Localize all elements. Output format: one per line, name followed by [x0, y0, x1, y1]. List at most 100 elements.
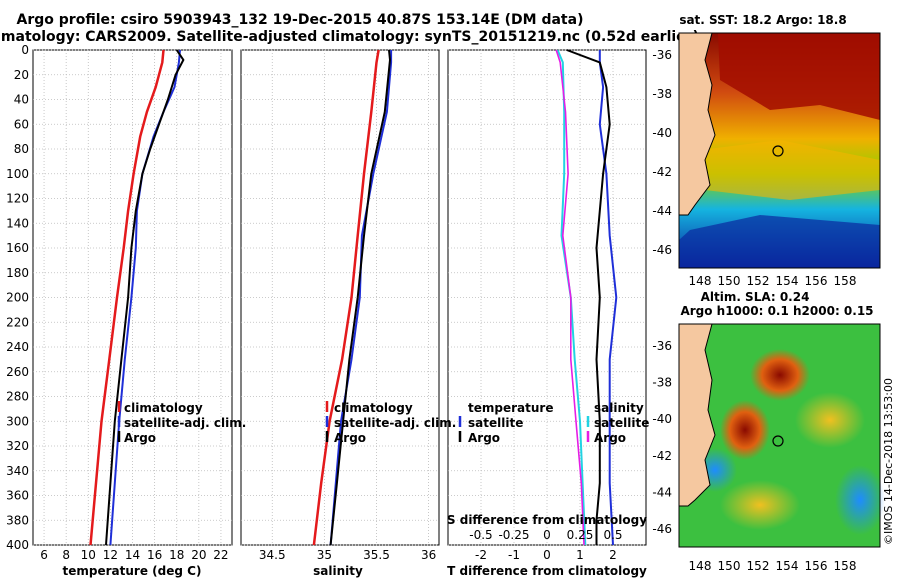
map-lat-tick: -36 — [652, 48, 672, 62]
depth-tick-label: 340 — [6, 464, 29, 478]
depth-tick-label: 260 — [6, 365, 29, 379]
depth-tick-label: 200 — [6, 291, 29, 305]
x-tick-label: 34.5 — [259, 548, 286, 562]
series-line-t-argo — [566, 49, 611, 545]
depth-tick-label: 0 — [21, 43, 29, 57]
sla-map-yticks: -36 -38 -40 -42 -44 -46 — [652, 339, 672, 536]
x-tick-label: 10 — [81, 548, 96, 562]
depth-axis: 0 20 40 60 80 100 120 140 160 180 200 220 240 260 280 3… — [6, 43, 29, 552]
difference-top-xlabel: S difference from climatology — [447, 513, 647, 527]
sst-map-frame — [678, 32, 881, 269]
sst-map — [678, 32, 880, 268]
depth-tick-label: 140 — [6, 216, 29, 230]
legend-argo: Argo — [334, 431, 366, 445]
map-lat-tick: -38 — [652, 376, 672, 390]
temperature-xlabel: temperature (deg C) — [63, 564, 202, 578]
x-tick-label: 12 — [103, 548, 118, 562]
x-tick-label: -2 — [475, 548, 487, 562]
map-lat-tick: -46 — [652, 243, 672, 257]
depth-tick-label: 220 — [6, 315, 29, 329]
sst-map-xticks: 148 150 152 154 156 158 — [689, 274, 857, 288]
series-line-s-argo — [555, 49, 585, 546]
salinity-series — [312, 49, 393, 546]
legend-climatology: climatology — [124, 401, 203, 415]
difference-grid — [448, 49, 646, 546]
map-lon-tick: 148 — [689, 559, 712, 573]
s-diff-tick-label: 0 — [543, 528, 551, 542]
title-line2: Climatology: CARS2009. Satellite-adjuste… — [0, 29, 699, 45]
x-tick-label: 1 — [576, 548, 584, 562]
depth-tick-label: 300 — [6, 414, 29, 428]
map-lon-tick: 158 — [834, 559, 857, 573]
sst-map-title: sat. SST: 18.2 Argo: 18.8 — [679, 13, 846, 27]
s-diff-tick-label: 0.5 — [603, 528, 622, 542]
depth-tick-label: 80 — [14, 142, 29, 156]
map-lat-tick: -42 — [652, 165, 672, 179]
x-tick-label: 2 — [609, 548, 617, 562]
x-tick-label: 35.5 — [363, 548, 390, 562]
salinity-xlabel: salinity — [313, 564, 363, 578]
map-lon-tick: 154 — [776, 559, 799, 573]
map-lat-tick: -46 — [652, 522, 672, 536]
series-line-climatology — [312, 49, 380, 546]
map-lon-tick: 150 — [718, 559, 741, 573]
difference-xticks: -2 -1 0 1 2 -0.5 -0.25 0 0.25 0.5 — [469, 528, 622, 562]
x-tick-label: 8 — [62, 548, 70, 562]
argo-location-marker-sla — [772, 435, 784, 447]
map-lat-tick: -40 — [652, 412, 672, 426]
depth-tick-label: 120 — [6, 192, 29, 206]
temperature-grid — [33, 49, 232, 546]
s-diff-tick-label: -0.25 — [498, 528, 529, 542]
salinity-legend: climatology satellite-adj. clim. Argo — [325, 401, 456, 445]
x-tick-label: 16 — [147, 548, 162, 562]
x-tick-label: 14 — [125, 548, 140, 562]
map-lat-tick: -44 — [652, 204, 672, 218]
depth-tick-label: 320 — [6, 439, 29, 453]
depth-tick-label: 20 — [14, 68, 29, 82]
legend-temperature: temperature — [468, 401, 553, 415]
legend-argo: Argo — [124, 431, 156, 445]
legend-satellite: satellite-adj. clim. — [334, 416, 456, 430]
series-line-t-satellite — [598, 50, 618, 546]
s-diff-tick-label: -0.5 — [469, 528, 492, 542]
legend-s-argo: Argo — [594, 431, 626, 445]
map-lon-tick: 152 — [747, 559, 770, 573]
x-tick-label: 35 — [317, 548, 332, 562]
difference-legend-right: salinity satellite Argo — [586, 401, 649, 445]
x-tick-label: 22 — [213, 548, 228, 562]
depth-tick-label: 60 — [14, 117, 29, 131]
x-tick-label: -1 — [508, 548, 520, 562]
depth-tick-label: 180 — [6, 266, 29, 280]
series-line-argo — [329, 49, 391, 546]
map-lat-tick: -42 — [652, 449, 672, 463]
difference-legend-left: temperature satellite Argo — [458, 401, 553, 445]
salinity-grid — [241, 49, 439, 546]
depth-tick-label: 400 — [6, 538, 29, 552]
map-lon-tick: 158 — [834, 274, 857, 288]
series-line-climatology — [89, 49, 165, 546]
temperature-series — [89, 49, 185, 546]
sla-map-xticks: 148 150 152 154 156 158 — [689, 559, 857, 573]
depth-tick-label: 160 — [6, 241, 29, 255]
legend-t-argo: Argo — [468, 431, 500, 445]
map-lat-tick: -38 — [652, 87, 672, 101]
temperature-xticks: 6 8 10 12 14 16 18 20 22 — [40, 548, 228, 562]
depth-tick-label: 100 — [6, 167, 29, 181]
sla-map-title1: Altim. SLA: 0.24 — [701, 290, 810, 304]
map-lon-tick: 156 — [805, 274, 828, 288]
map-lon-tick: 154 — [776, 274, 799, 288]
difference-xlabel: T difference from climatology — [447, 564, 647, 578]
sla-map-title2: Argo h1000: 0.1 h2000: 0.15 — [680, 304, 873, 318]
map-lon-tick: 152 — [747, 274, 770, 288]
title-line1: Argo profile: csiro 5903943_132 19-Dec-2… — [17, 12, 584, 28]
x-tick-label: 18 — [169, 548, 184, 562]
map-lon-tick: 156 — [805, 559, 828, 573]
depth-tick-label: 360 — [6, 489, 29, 503]
depth-tick-label: 380 — [6, 513, 29, 527]
legend-salinity: salinity — [594, 401, 644, 415]
s-diff-tick-label: 0.25 — [567, 528, 594, 542]
x-tick-label: 0 — [543, 548, 551, 562]
temperature-legend: climatology satellite-adj. clim. Argo — [117, 401, 246, 445]
map-lat-tick: -44 — [652, 485, 672, 499]
